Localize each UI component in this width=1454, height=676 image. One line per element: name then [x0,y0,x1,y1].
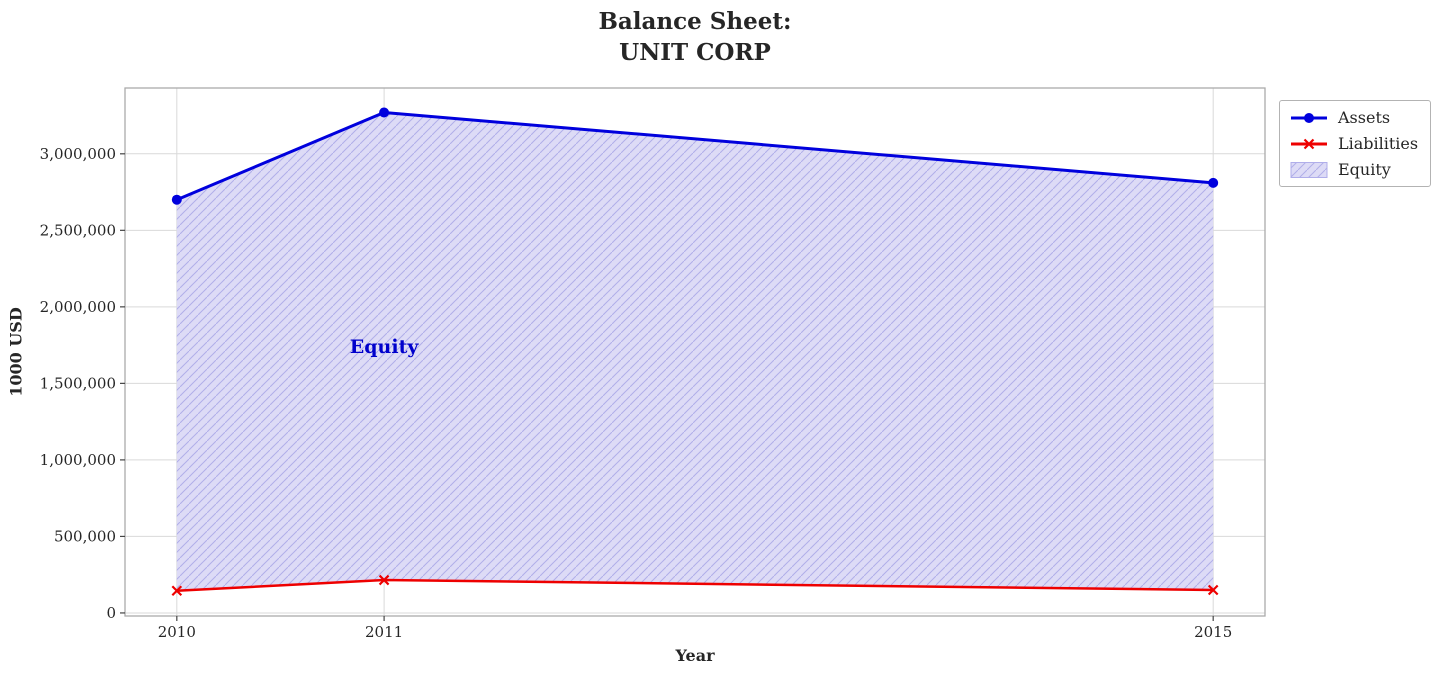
legend-assets-dot [1304,112,1314,123]
y-tick-label: 2,500,000 [40,221,116,239]
y-tick-label: 0 [106,604,116,622]
equity-fill-area [176,112,1214,591]
y-axis-label: 1000 USD [6,307,26,397]
legend-entry-equity: Equity [1289,160,1418,179]
y-tick-label: 1,500,000 [40,374,116,392]
legend-label-liabilities: Liabilities [1338,134,1419,153]
legend-entry-liabilities: Liabilities [1289,134,1418,153]
legend: Assets Liabilities Equity [1279,100,1432,187]
legend-label-equity: Equity [1338,160,1391,179]
assets-point [171,194,182,205]
x-axis-label: Year [675,646,715,665]
y-tick-label: 2,000,000 [40,298,116,316]
y-tick-label: 1,000,000 [40,451,116,469]
liabilities-line-icon [1291,138,1327,149]
plot-border [124,87,1266,617]
legend-liabilities-x [1303,138,1315,149]
equity-area-label: Equity [349,335,419,358]
assets-point [379,107,390,118]
liabilities-point [378,574,390,586]
legend-label-assets: Assets [1338,108,1391,127]
x-tick-label: 2011 [365,623,403,641]
y-tick-label: 3,000,000 [40,145,116,163]
assets-line-icon [1291,112,1327,123]
chart-title: Balance Sheet: UNIT CORP [598,8,792,66]
liabilities-point [1207,584,1219,596]
y-tick-label: 500,000 [54,527,116,545]
legend-equity-rect [1290,161,1328,178]
equity-hatch-swatch-icon [1290,161,1328,178]
legend-entry-assets: Assets [1289,108,1418,127]
x-tick-label: 2015 [1194,623,1232,641]
liabilities-point [171,585,183,597]
assets-point [1208,177,1219,188]
x-tick-label: 2010 [158,623,196,641]
